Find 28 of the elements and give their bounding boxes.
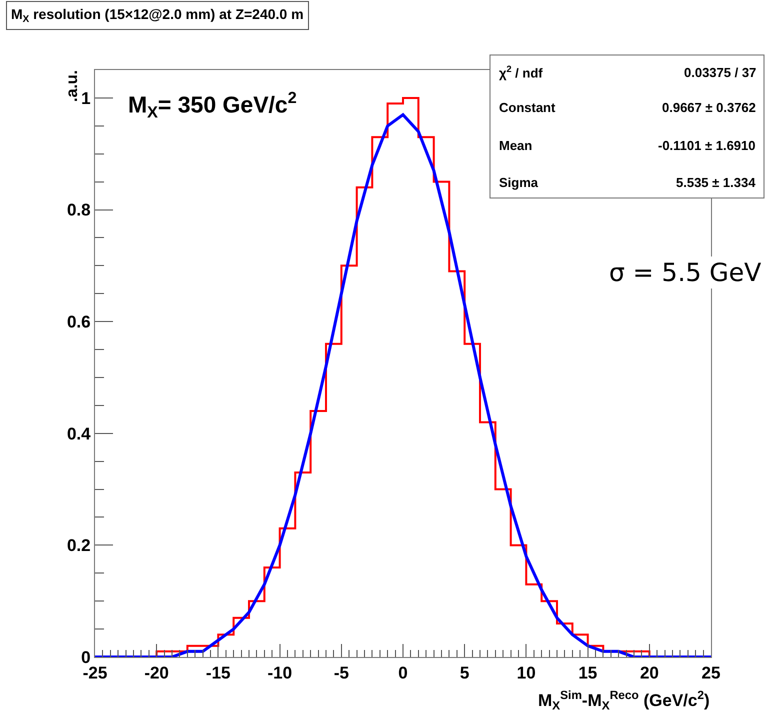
annotation: 0.9667 ± 0.3762	[662, 100, 756, 115]
x-tick-label: 0	[398, 663, 408, 682]
annotation: Sigma	[499, 175, 539, 190]
annotation: Constant	[499, 100, 556, 115]
x-tick-label: 15	[578, 663, 598, 682]
x-tick-label: -10	[268, 663, 292, 682]
annotation: σ = 5.5 GeV	[609, 258, 762, 287]
y-tick-label: 0.6	[66, 312, 91, 332]
annotation: M$_{X}$= 350 GeV/c$^{2}$	[128, 89, 297, 122]
chart-title: M$_{X}$ resolution (15×12@2.0 mm) at Z=240.0 m	[11, 6, 304, 25]
x-tick-label: -5	[334, 663, 349, 682]
annotation: Mean	[499, 138, 532, 153]
y-tick-label: 0.4	[66, 424, 92, 444]
annotation: χ$^{2}$ / ndf	[499, 64, 544, 80]
x-tick-label: 10	[516, 663, 536, 682]
text: M$_{X}$$^{Sim}$-M$_{X}$$^{Reco}$ (GeV/c$^{2}$)	[538, 688, 710, 713]
annotation: -0.1101 ± 1.6910	[658, 138, 756, 153]
x-tick-label: 20	[640, 663, 659, 682]
x-tick-label: -20	[144, 663, 169, 682]
y-tick-label: 0.2	[66, 536, 91, 556]
y-tick-label: 0.8	[66, 200, 91, 220]
y-axis-title: .a.u.	[64, 70, 81, 102]
x-tick-label: 5	[460, 663, 470, 682]
annotation: 5.535 ± 1.334	[676, 175, 756, 190]
y-tick-label: 1	[81, 88, 91, 108]
annotation: 0.03375 / 37	[684, 65, 756, 80]
x-tick-label: 25	[702, 663, 720, 682]
x-tick-label: -15	[206, 663, 230, 682]
